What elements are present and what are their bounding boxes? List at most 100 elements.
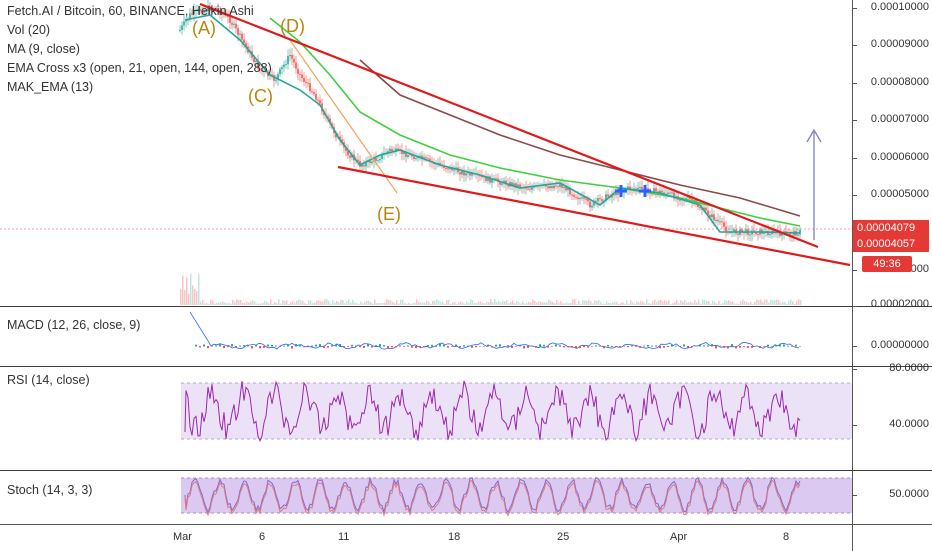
volume-bar (644, 303, 646, 305)
price-tick: 0.00008000 (870, 76, 929, 88)
volume-bar (256, 303, 258, 305)
macd-histogram-bar (619, 346, 621, 348)
macd-histogram-bar (747, 346, 749, 348)
pane-separator[interactable] (0, 470, 932, 471)
macd-histogram-bar (447, 346, 449, 348)
rsi-axis[interactable]: 80.0000 40.0000 (852, 362, 932, 470)
candle-body (699, 206, 701, 209)
pane-separator[interactable] (0, 306, 932, 307)
volume-bar (234, 301, 236, 305)
pane-separator[interactable] (0, 366, 932, 367)
candle-body (319, 100, 321, 104)
volume-bar (556, 300, 558, 305)
macd-histogram-bar (331, 345, 333, 347)
candle-body (181, 25, 183, 30)
volume-bar (650, 303, 652, 305)
volume-bar (190, 273, 192, 305)
candle-body (463, 170, 465, 176)
macd-histogram-bar (527, 346, 529, 348)
volume-bar (524, 303, 526, 305)
price-pane[interactable] (0, 0, 852, 306)
macd-pane[interactable] (0, 307, 852, 366)
macd-histogram-bar (327, 346, 329, 348)
stoch-label[interactable]: Stoch (14, 3, 3) (7, 483, 93, 497)
macd-histogram-bar (575, 346, 577, 349)
price-axis[interactable]: 0.00010000 0.00009000 0.00008000 0.00007… (852, 0, 932, 310)
volume-bar (352, 299, 354, 305)
candle-body (217, 8, 219, 10)
macd-axis[interactable]: 0.00000000 (852, 307, 932, 366)
stoch-axis[interactable]: 50.0000 (852, 471, 932, 524)
volume-bar (788, 300, 790, 305)
volume-bar (492, 302, 494, 305)
volume-bar (308, 300, 310, 305)
candle-body (737, 233, 739, 235)
volume-bar (382, 303, 384, 305)
volume-bar (416, 299, 418, 305)
volume-bar (290, 301, 292, 305)
volume-bar (440, 302, 442, 305)
candle-body (365, 162, 367, 167)
volume-bar (192, 285, 194, 305)
candle-body (563, 187, 565, 189)
volume-bar (294, 302, 296, 305)
candle-body (769, 234, 771, 236)
volume-bar (356, 303, 358, 305)
volume-bar (586, 300, 588, 305)
volume-bar (362, 302, 364, 305)
volume-bar (754, 301, 756, 305)
macd-histogram-bar (667, 346, 669, 347)
volume-bar (798, 299, 800, 305)
candle-body (725, 226, 727, 232)
macd-label[interactable]: MACD (12, 26, close, 9) (7, 318, 141, 332)
macd-histogram-bar (211, 345, 213, 347)
mak-ema-indicator-label[interactable]: MAK_EMA (13) (7, 80, 94, 94)
ema-indicator-label[interactable]: EMA Cross x3 (open, 21, open, 144, open,… (7, 61, 272, 75)
candle-body (277, 74, 279, 80)
price-tick: 0.00009000 (870, 38, 929, 50)
volume-bar (610, 303, 612, 305)
macd-histogram-bar (287, 344, 289, 347)
macd-histogram-bar (703, 345, 705, 347)
symbol-title[interactable]: Fetch.AI / Bitcoin, 60, BINANCE, Heikin … (7, 4, 254, 18)
candle-body (381, 153, 383, 159)
volume-bar (574, 299, 576, 305)
vol-indicator-label[interactable]: Vol (20) (7, 23, 51, 37)
macd-histogram-bar (291, 346, 293, 349)
candle-body (259, 68, 261, 70)
rsi-line (184, 380, 801, 443)
macd-histogram-bar (599, 346, 601, 347)
volume-bar (692, 302, 694, 305)
macd-histogram-bar (363, 346, 365, 348)
stoch-band (181, 478, 852, 513)
volume-bar (528, 302, 530, 305)
candle-body (205, 9, 207, 11)
volume-bar (280, 303, 282, 305)
volume-bar (620, 302, 622, 305)
candle-body (413, 156, 415, 160)
candle-body (789, 232, 791, 236)
candle-body (285, 64, 287, 66)
volume-bar (750, 301, 752, 305)
volume-bar (658, 300, 660, 305)
ema-brown-line (359, 59, 801, 217)
candle-body (767, 230, 769, 236)
chart-legend: Fetch.AI / Bitcoin, 60, BINANCE, Heikin … (7, 2, 272, 97)
macd-histogram-bar (259, 346, 261, 349)
time-axis[interactable]: Mar 6 11 18 25 Apr 8 (0, 524, 852, 551)
volume-bar (648, 303, 650, 305)
ema-green-line (269, 17, 801, 227)
rsi-label[interactable]: RSI (14, close) (7, 373, 90, 387)
candle-body (391, 148, 393, 151)
macd-histogram-bar (579, 346, 581, 349)
candle-body (443, 165, 445, 169)
volume-bar (442, 301, 444, 305)
candle-body (315, 93, 317, 100)
ma-indicator-label[interactable]: MA (9, close) (7, 42, 80, 56)
volume-bar (662, 301, 664, 305)
candle-body (517, 184, 519, 188)
volume-bar (366, 300, 368, 305)
volume-bar (222, 301, 224, 305)
volume-bar (542, 302, 544, 305)
macd-histogram-bar (531, 345, 533, 347)
